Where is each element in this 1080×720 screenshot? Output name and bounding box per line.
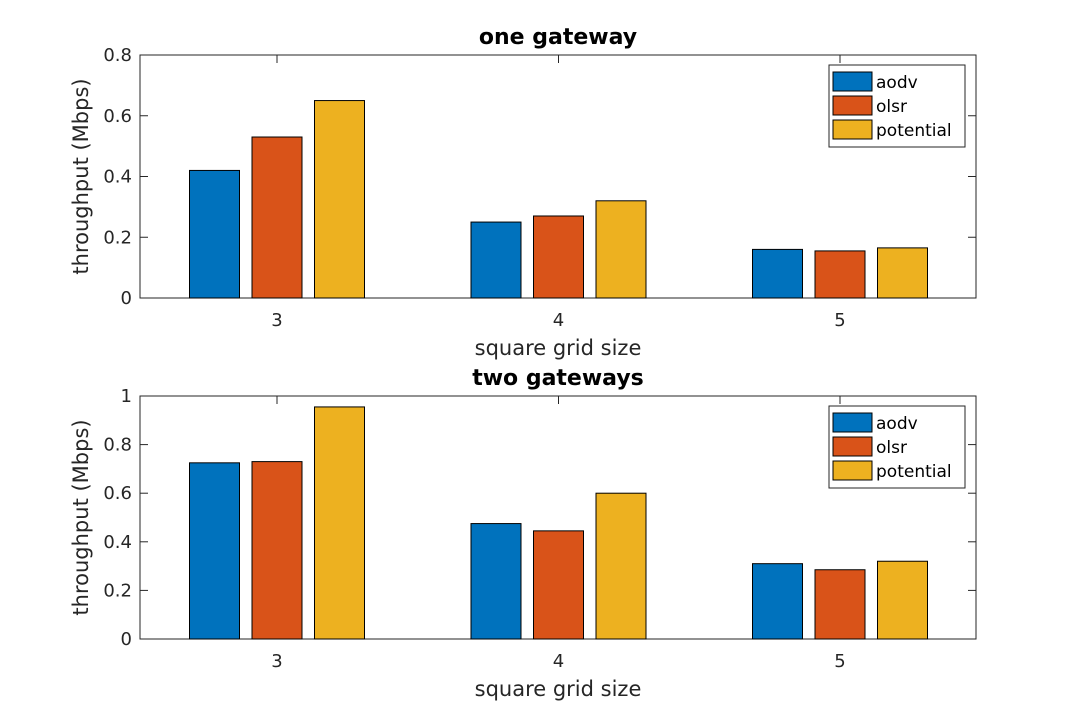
bar-olsr-3	[251, 136, 303, 299]
y-tick-label: 0.6	[103, 106, 132, 127]
x-tick-label: 4	[553, 310, 564, 331]
y-tick-label: 0.8	[103, 45, 132, 66]
legend: aodv olsr potential	[828, 405, 966, 489]
y-tick-label: 0.4	[103, 167, 132, 188]
legend-swatch-potential	[832, 119, 873, 140]
legend-label-aodv: aodv	[876, 73, 918, 93]
bar-potential-5	[877, 247, 928, 299]
y-tick-label: 1	[121, 386, 132, 407]
bar-potential-5	[877, 560, 928, 640]
bar-aodv-3	[189, 462, 240, 640]
legend-label-potential: potential	[876, 121, 952, 141]
y-tick-label: 0	[121, 288, 132, 309]
x-tick-label: 5	[834, 310, 845, 331]
bar-aodv-4	[470, 523, 522, 640]
chart-2: two gateways 0 0.2 0.4 0.6 0.8 1 3 4 5 square grid…	[69, 366, 977, 701]
x-tick-label: 4	[553, 651, 564, 672]
legend-label-olsr: olsr	[876, 438, 907, 458]
bar-potential-3	[314, 406, 365, 640]
bar-aodv-5	[752, 563, 803, 640]
bar-olsr-5	[814, 569, 866, 640]
x-tick-label: 3	[271, 310, 282, 331]
bar-potential-4	[595, 200, 647, 299]
x-tick-label: 5	[834, 651, 845, 672]
y-tick-label: 0.4	[103, 532, 132, 553]
legend-label-olsr: olsr	[876, 97, 907, 117]
x-axis-label: square grid size	[475, 677, 642, 701]
y-tick-label: 0.2	[103, 580, 132, 601]
legend-swatch-olsr	[832, 95, 873, 116]
legend: aodv olsr potential	[828, 64, 966, 148]
y-tick-label: 0.6	[103, 483, 132, 504]
legend-swatch-olsr	[832, 436, 873, 457]
y-axis-label: throughput (Mbps)	[69, 419, 93, 615]
x-axis-label: square grid size	[475, 336, 642, 360]
legend-label-potential: potential	[876, 462, 952, 482]
legend-swatch-potential	[832, 460, 873, 481]
chart-title: one gateway	[479, 25, 637, 50]
legend-swatch-aodv	[832, 71, 873, 92]
x-tick-label: 3	[271, 651, 282, 672]
y-tick-label: 0	[121, 629, 132, 650]
y-axis-label: throughput (Mbps)	[69, 78, 93, 274]
bar-potential-4	[595, 492, 647, 640]
legend-label-aodv: aodv	[876, 414, 918, 434]
bar-aodv-3	[189, 169, 240, 299]
bar-potential-3	[314, 100, 365, 299]
bar-olsr-4	[533, 530, 584, 640]
bar-olsr-4	[533, 215, 584, 299]
y-tick-label: 0.8	[103, 435, 132, 456]
bar-olsr-5	[814, 250, 866, 299]
legend-swatch-aodv	[832, 412, 873, 433]
y-tick-label: 0.2	[103, 227, 132, 248]
chart-1: one gateway 0 0.2 0.4 0.6 0.8 3 4 5 square grid s…	[69, 25, 977, 360]
bar-olsr-3	[251, 461, 303, 640]
bar-aodv-4	[470, 221, 522, 299]
chart-title: two gateways	[472, 366, 644, 391]
bar-aodv-5	[752, 248, 803, 299]
